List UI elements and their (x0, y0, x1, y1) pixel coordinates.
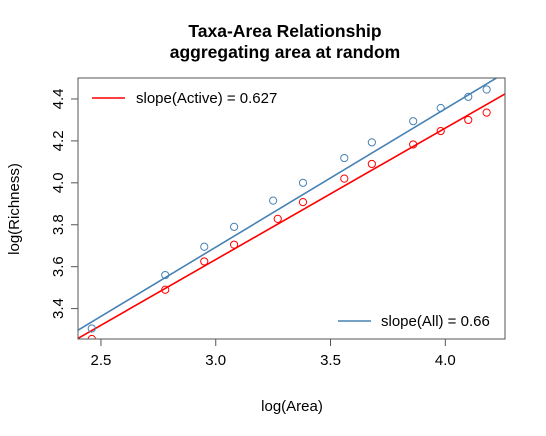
point-active (230, 240, 239, 249)
point-all (298, 178, 308, 187)
y-tick-label: 4.4 (50, 89, 67, 110)
point-all (161, 270, 170, 280)
plot-frame (77, 77, 506, 340)
point-active (200, 257, 209, 266)
point-all (269, 196, 278, 205)
point-all (367, 138, 376, 147)
y-tick-label: 4.2 (50, 130, 67, 151)
point-active (298, 198, 308, 207)
point-active (273, 214, 282, 223)
point-active (409, 140, 418, 149)
fit-line-active (78, 93, 505, 339)
x-tick-label: 3.5 (320, 352, 341, 369)
y-axis-label: log(Richness) (6, 163, 23, 255)
x-tick-label: 4.0 (435, 352, 456, 369)
legend-all-label: slope(All) = 0.66 (381, 313, 490, 330)
point-active (482, 108, 491, 117)
point-all (87, 324, 96, 333)
point-all (436, 103, 445, 113)
chart-subtitle: aggregating area at random (170, 42, 400, 62)
point-all (482, 85, 491, 94)
x-tick-label: 2.5 (91, 352, 112, 369)
plot-area (78, 78, 505, 339)
point-all (464, 92, 473, 101)
point-all (340, 153, 349, 163)
y-axis: 3.4 3.6 3.8 4.0 4.2 4.4 (50, 89, 78, 319)
y-tick-label: 4.0 (50, 172, 67, 193)
point-active (340, 174, 349, 183)
x-axis-label: log(Area) (261, 398, 323, 415)
point-all (230, 222, 239, 231)
point-active (161, 285, 170, 294)
point-all (200, 242, 209, 251)
chart-title: Taxa-Area Relationship (188, 21, 381, 41)
y-tick-label: 3.4 (50, 298, 67, 319)
point-active (436, 126, 445, 136)
legend-all: slope(All) = 0.66 (338, 313, 490, 330)
legend-active: slope(Active) = 0.627 (92, 90, 277, 107)
x-axis: 2.5 3.0 3.5 4.0 (91, 339, 456, 369)
y-tick-label: 3.6 (50, 256, 67, 277)
y-tick-label: 3.8 (50, 214, 67, 235)
legend-active-label: slope(Active) = 0.627 (136, 90, 277, 107)
fit-line-all (78, 78, 498, 331)
point-active (464, 115, 473, 125)
point-all (409, 117, 418, 126)
x-tick-label: 3.0 (205, 352, 226, 369)
point-active (367, 159, 376, 169)
